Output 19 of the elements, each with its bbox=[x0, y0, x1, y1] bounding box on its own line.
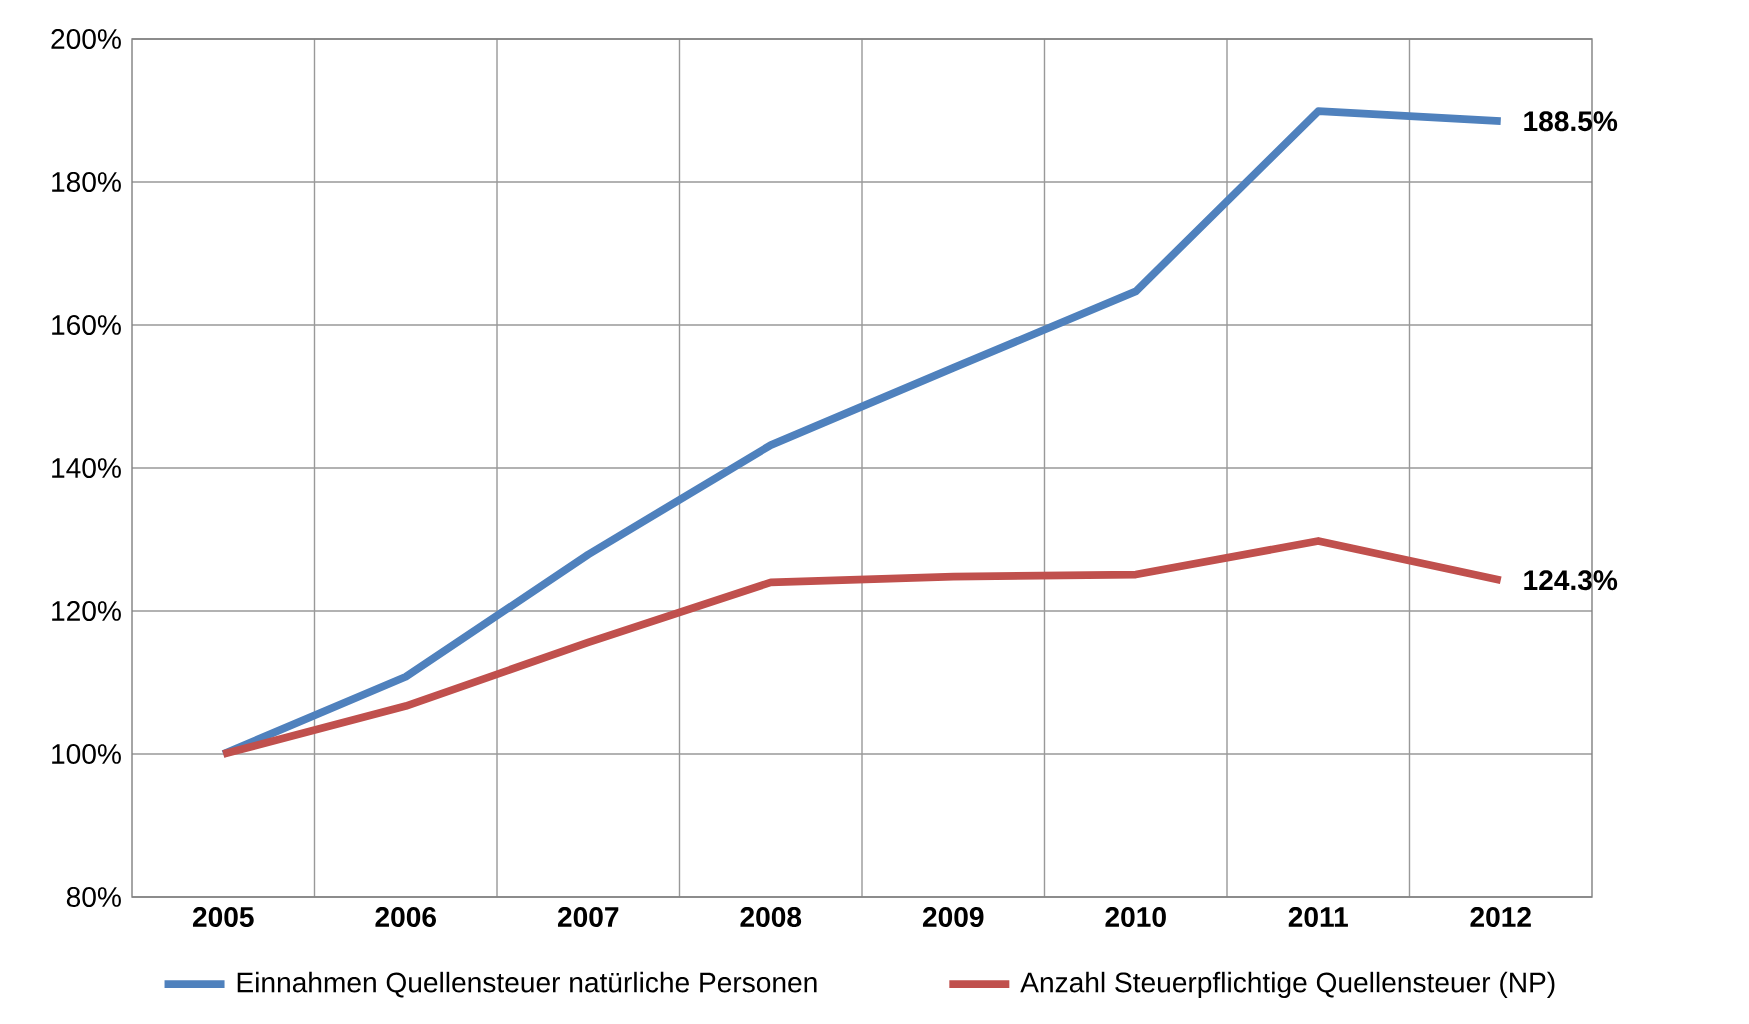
x-tick-label: 2005 bbox=[192, 907, 254, 927]
data-label: 188.5% bbox=[1524, 111, 1618, 132]
y-tick-label: 160% bbox=[52, 315, 121, 335]
y-tick-label: 120% bbox=[52, 601, 121, 621]
legend-label: Einnahmen Quellensteuer natürliche Personen bbox=[237, 971, 817, 998]
x-tick-label: 2007 bbox=[557, 907, 619, 927]
legend-label: Anzahl Steuerpflichtige Quellensteuer (NP) bbox=[1020, 971, 1555, 999]
y-tick-label: 140% bbox=[52, 458, 121, 478]
y-tick-label: 180% bbox=[52, 172, 121, 192]
x-tick-label: 2009 bbox=[922, 907, 984, 927]
x-tick-label: 2010 bbox=[1105, 907, 1166, 927]
x-tick-label: 2008 bbox=[740, 907, 802, 927]
data-label: 124.3% bbox=[1524, 570, 1618, 591]
x-tick-label: 2012 bbox=[1470, 907, 1531, 927]
y-tick-label: 200% bbox=[51, 29, 121, 49]
y-tick-label: 100% bbox=[52, 744, 121, 764]
x-tick-label: 2006 bbox=[375, 907, 436, 927]
y-tick-label: 80% bbox=[66, 887, 121, 907]
x-tick-label: 2011 bbox=[1288, 907, 1348, 927]
